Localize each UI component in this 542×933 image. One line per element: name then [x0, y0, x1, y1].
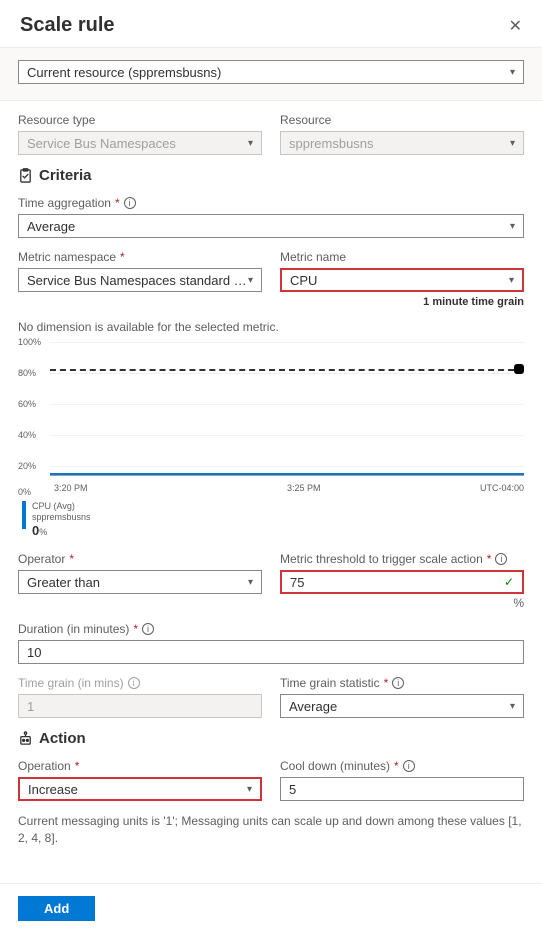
threshold-marker — [514, 364, 524, 374]
series-line — [50, 473, 524, 475]
info-icon[interactable]: i — [403, 760, 415, 772]
y-label: 0% — [18, 487, 31, 497]
chevron-down-icon: ▾ — [248, 275, 253, 286]
chevron-down-icon: ▾ — [247, 784, 252, 795]
x-label: 3:25 PM — [287, 483, 321, 493]
required-marker: * — [384, 676, 389, 690]
time-grain-value: 1 — [27, 699, 34, 714]
threshold-value: 75 — [290, 575, 304, 590]
metric-name-value: CPU — [290, 273, 509, 288]
clipboard-check-icon — [18, 168, 33, 183]
time-grain-label: Time grain (in mins) — [18, 676, 124, 690]
chevron-down-icon: ▾ — [510, 221, 515, 232]
resource-type-label: Resource type — [18, 113, 262, 127]
resource-value: sppremsbusns — [289, 136, 510, 151]
metric-chart: 100% 80% 60% 40% 20% 0% 3:20 PM 3:25 PM … — [18, 342, 524, 497]
time-grain-note: 1 minute time grain — [280, 296, 524, 308]
metric-namespace-label: Metric namespace — [18, 250, 116, 264]
threshold-label: Metric threshold to trigger scale action — [280, 552, 483, 566]
info-icon[interactable]: i — [392, 677, 404, 689]
threshold-unit: % — [280, 596, 524, 610]
panel-title: Scale rule — [20, 14, 115, 37]
chevron-down-icon: ▾ — [248, 138, 253, 149]
operation-value: Increase — [28, 782, 247, 797]
resource-type-value: Service Bus Namespaces — [27, 136, 248, 151]
metric-namespace-value: Service Bus Namespaces standard me... — [27, 273, 248, 288]
chevron-down-icon: ▾ — [248, 577, 253, 588]
operator-select[interactable]: Greater than ▾ — [18, 570, 262, 594]
required-marker: * — [487, 552, 492, 566]
checkmark-icon: ✓ — [504, 575, 514, 589]
legend-title: CPU (Avg) — [32, 501, 91, 512]
metric-name-select[interactable]: CPU ▾ — [280, 268, 524, 292]
cooldown-label: Cool down (minutes) — [280, 759, 390, 773]
operation-label: Operation — [18, 759, 71, 773]
metric-namespace-select[interactable]: Service Bus Namespaces standard me... ▾ — [18, 268, 262, 292]
criteria-heading: Criteria — [39, 167, 92, 184]
chart-legend: CPU (Avg) sppremsbusns 0% — [22, 501, 524, 538]
time-grain-statistic-select[interactable]: Average ▾ — [280, 694, 524, 718]
chevron-down-icon: ▾ — [510, 138, 515, 149]
legend-unit: % — [39, 527, 47, 537]
duration-label: Duration (in minutes) — [18, 622, 129, 636]
duration-input[interactable]: 10 — [18, 640, 524, 664]
required-marker: * — [133, 622, 138, 636]
x-label: 3:20 PM — [54, 483, 88, 493]
metric-source-select[interactable]: Current resource (sppremsbusns) ▾ — [18, 60, 524, 84]
threshold-line — [50, 369, 524, 371]
y-label: 80% — [18, 368, 36, 378]
cooldown-value: 5 — [289, 782, 296, 797]
action-heading: Action — [39, 730, 86, 747]
chevron-down-icon: ▾ — [510, 701, 515, 712]
duration-value: 10 — [27, 645, 41, 660]
info-icon[interactable]: i — [142, 623, 154, 635]
required-marker: * — [120, 250, 125, 264]
metric-name-label: Metric name — [280, 250, 346, 264]
operator-label: Operator — [18, 552, 65, 566]
time-grain-input: 1 — [18, 694, 262, 718]
units-helper-text: Current messaging units is '1'; Messagin… — [18, 813, 524, 847]
time-grain-statistic-value: Average — [289, 699, 510, 714]
robot-icon — [18, 731, 33, 746]
info-icon[interactable]: i — [495, 553, 507, 565]
y-label: 100% — [18, 337, 41, 347]
y-label: 60% — [18, 399, 36, 409]
required-marker: * — [115, 196, 120, 210]
timezone-label: UTC-04:00 — [480, 483, 524, 493]
time-aggregation-select[interactable]: Average ▾ — [18, 214, 524, 238]
operation-select[interactable]: Increase ▾ — [18, 777, 262, 801]
chevron-down-icon: ▾ — [509, 275, 514, 286]
chevron-down-icon: ▾ — [510, 67, 515, 78]
resource-select: sppremsbusns ▾ — [280, 131, 524, 155]
required-marker: * — [69, 552, 74, 566]
cooldown-input[interactable]: 5 — [280, 777, 524, 801]
time-aggregation-label: Time aggregation — [18, 196, 111, 210]
resource-label: Resource — [280, 113, 524, 127]
y-label: 40% — [18, 430, 36, 440]
info-icon: i — [128, 677, 140, 689]
resource-type-select: Service Bus Namespaces ▾ — [18, 131, 262, 155]
close-icon[interactable]: ✕ — [509, 16, 522, 36]
operator-value: Greater than — [27, 575, 248, 590]
legend-swatch — [22, 501, 26, 529]
time-aggregation-value: Average — [27, 219, 510, 234]
y-label: 20% — [18, 461, 36, 471]
legend-subtitle: sppremsbusns — [32, 512, 91, 523]
info-icon[interactable]: i — [124, 197, 136, 209]
required-marker: * — [394, 759, 399, 773]
metric-source-value: Current resource (sppremsbusns) — [27, 65, 510, 80]
threshold-input[interactable]: 75 ✓ — [280, 570, 524, 594]
dimension-note: No dimension is available for the select… — [18, 320, 524, 334]
required-marker: * — [75, 759, 80, 773]
time-grain-statistic-label: Time grain statistic — [280, 676, 380, 690]
